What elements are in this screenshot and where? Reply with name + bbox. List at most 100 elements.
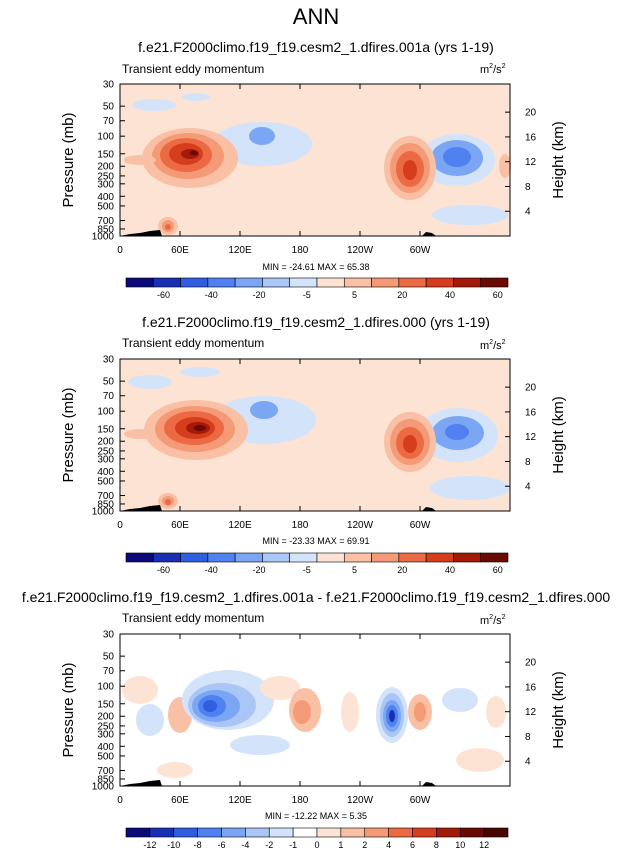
colorbar-swatch	[453, 277, 482, 288]
panel-2-frame	[119, 358, 511, 512]
y-tick-label: 200	[97, 162, 114, 173]
colorbar-label: 20	[397, 290, 407, 300]
y-tick-label: 500	[97, 476, 114, 487]
x-tick-label: 60W	[410, 245, 431, 256]
y-tick-label: 30	[103, 630, 115, 641]
x-tick-label: 120E	[228, 795, 252, 806]
colorbar-swatch	[262, 277, 291, 288]
height-tick-label: 16	[525, 407, 537, 418]
colorbar-swatch	[388, 827, 413, 838]
colorbar-label: 10	[455, 840, 465, 850]
colorbar-swatch	[343, 277, 372, 288]
y-tick-label: 70	[103, 116, 115, 127]
panel-3-height-ticks: 20 16 12 8 4	[505, 658, 537, 768]
panel-1-title: f.e21.F2000climo.f19_f19.cesm2_1.dfires.…	[138, 39, 494, 55]
colorbar-label: 8	[434, 840, 439, 850]
colorbar-label: -8	[194, 840, 202, 850]
panel-2-ylabel: Pressure (mb)	[60, 387, 77, 482]
y-tick-label: 100	[97, 682, 114, 693]
height-tick-label: 12	[525, 432, 537, 443]
colorbar-swatch	[459, 827, 485, 838]
panel-3-ylabel-right: Height (km)	[550, 671, 567, 749]
panel-1-colorbar: -60 -40 -20 -5 5 20 40 60	[125, 277, 509, 300]
height-tick-label: 8	[525, 457, 531, 468]
colorbar-label: 40	[445, 290, 455, 300]
panel-2-colorbar: -60 -40 -20 -5 5 20 40 60	[125, 552, 509, 575]
x-tick-label: 180	[292, 520, 309, 531]
y-tick-label: 400	[97, 467, 114, 478]
height-tick-label: 4	[525, 482, 531, 493]
y-tick-label: 700	[97, 491, 114, 502]
colorbar-swatch	[197, 827, 222, 838]
colorbar-swatch	[221, 827, 246, 838]
y-tick-label: 400	[97, 192, 114, 203]
y-tick-label: 500	[97, 201, 114, 212]
panel-3-title: f.e21.F2000climo.f19_f19.cesm2_1.dfires.…	[22, 589, 611, 605]
y-tick-label: 150	[97, 149, 114, 160]
colorbar-label: 6	[410, 840, 415, 850]
y-tick-label: 50	[103, 652, 115, 663]
x-tick-label: 120W	[347, 245, 374, 256]
y-tick-label: 700	[97, 216, 114, 227]
panel-3-colorbar: -12 -10 -8 -6 -4 -2 -1 0 1 2 4 6 8 10 12	[125, 827, 509, 850]
colorbar-swatch	[371, 552, 400, 563]
colorbar-label: 5	[352, 565, 357, 575]
y-tick-label: 150	[97, 699, 114, 710]
height-tick-label: 12	[525, 157, 537, 168]
y-tick-label: 400	[97, 742, 114, 753]
height-tick-label: 8	[525, 732, 531, 743]
panel-2-plot	[120, 359, 510, 511]
colorbar-swatch	[483, 827, 509, 838]
panel-1-minmax: MIN = -24.61 MAX = 65.38	[262, 262, 369, 272]
x-tick-label: 0	[117, 245, 123, 256]
colorbar-label: -12	[143, 840, 156, 850]
colorbar-label: -2	[265, 840, 273, 850]
colorbar-swatch	[398, 277, 427, 288]
colorbar-label: -40	[205, 290, 218, 300]
colorbar-swatch	[289, 552, 318, 563]
panel-3: f.e21.F2000climo.f19_f19.cesm2_1.dfires.…	[22, 589, 611, 850]
colorbar-swatch	[234, 552, 263, 563]
panel-2-minmax: MIN = -23.33 MAX = 69.91	[262, 536, 369, 546]
colorbar-label: -5	[303, 290, 311, 300]
colorbar-swatch	[316, 552, 345, 563]
y-tick-label: 500	[97, 751, 114, 762]
colorbar-label: 2	[362, 840, 367, 850]
colorbar-label: -6	[217, 840, 225, 850]
panel-2-subtitle: Transient eddy momentum	[122, 336, 264, 350]
y-tick-label: 250	[97, 446, 114, 457]
x-tick-label: 60W	[410, 795, 431, 806]
x-tick-label: 120E	[228, 520, 252, 531]
y-tick-label: 1000	[92, 232, 115, 243]
colorbar-swatch	[316, 827, 342, 838]
y-tick-label: 250	[97, 721, 114, 732]
y-tick-label: 850	[97, 774, 114, 785]
y-tick-label: 150	[97, 424, 114, 435]
y-tick-label: 100	[97, 407, 114, 418]
colorbar-swatch	[343, 552, 372, 563]
colorbar-swatch	[149, 827, 175, 838]
colorbar-swatch	[412, 827, 437, 838]
colorbar-label: -60	[157, 290, 170, 300]
panel-1-frame	[119, 83, 511, 237]
panel-2-title: f.e21.F2000climo.f19_f19.cesm2_1.dfires.…	[142, 314, 490, 330]
panel-2-ylabel-right: Height (km)	[550, 396, 567, 474]
colorbar-swatch	[268, 827, 294, 838]
colorbar-swatch	[371, 277, 400, 288]
colorbar-swatch	[425, 277, 454, 288]
height-tick-label: 20	[525, 108, 537, 119]
colorbar-swatch	[152, 552, 181, 563]
x-tick-label: 0	[117, 520, 123, 531]
y-tick-label: 30	[103, 80, 115, 91]
colorbar-label: 5	[352, 290, 357, 300]
colorbar-swatch	[125, 827, 151, 838]
y-tick-label: 70	[103, 666, 115, 677]
height-tick-label: 20	[525, 658, 537, 669]
colorbar-swatch	[340, 827, 366, 838]
colorbar-label: -4	[241, 840, 249, 850]
height-tick-label: 20	[525, 383, 537, 394]
panel-3-ylabel: Pressure (mb)	[60, 662, 77, 757]
